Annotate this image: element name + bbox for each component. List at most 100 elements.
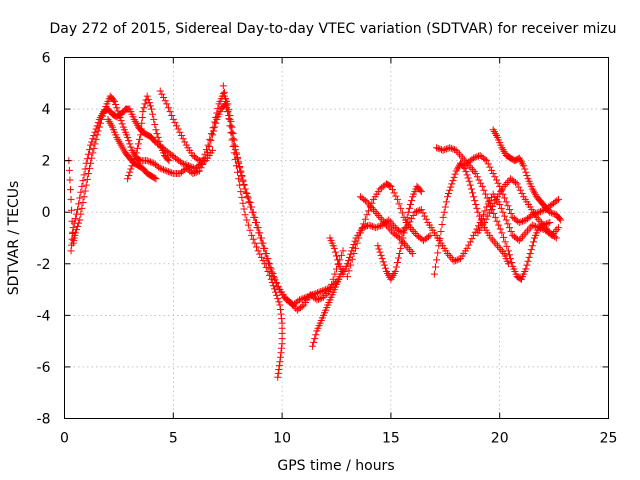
data-point [311, 335, 319, 343]
data-point [365, 221, 373, 229]
data-point [238, 193, 246, 201]
data-point [546, 208, 554, 216]
data-point [478, 182, 486, 190]
data-point [523, 227, 531, 235]
data-point [447, 183, 455, 191]
data-point [436, 235, 444, 243]
data-point [231, 155, 239, 163]
data-point [417, 206, 425, 214]
data-point [433, 256, 441, 264]
data-point [554, 224, 562, 232]
data-point [160, 93, 168, 101]
data-point [438, 220, 446, 228]
data-point [373, 223, 381, 231]
x-tick-label: 15 [382, 431, 400, 447]
series-track-l [433, 144, 554, 283]
data-point [393, 258, 401, 266]
data-point [491, 173, 499, 181]
data-point [504, 202, 512, 210]
data-point [404, 244, 412, 252]
data-point [177, 132, 185, 140]
data-point [259, 257, 267, 265]
data-point [422, 215, 430, 223]
data-point [502, 180, 510, 188]
data-point [481, 155, 489, 163]
data-point [448, 180, 456, 188]
data-point [374, 211, 382, 219]
data-point [436, 145, 444, 153]
data-point [514, 235, 522, 243]
data-point [274, 295, 282, 303]
data-point [395, 254, 403, 262]
series-track-j [374, 182, 425, 283]
data-point [84, 150, 92, 158]
data-point [474, 208, 482, 216]
data-point [240, 180, 248, 188]
data-point [549, 210, 557, 218]
data-point [276, 301, 284, 309]
data-point [463, 171, 471, 179]
data-point [411, 229, 419, 237]
data-point [527, 223, 535, 231]
data-point [278, 315, 286, 323]
data-point [434, 249, 442, 257]
data-point [483, 203, 491, 211]
data-point [224, 108, 232, 116]
data-point [164, 168, 172, 176]
data-point [392, 192, 400, 200]
data-point [495, 244, 503, 252]
data-point [313, 296, 321, 304]
data-point [66, 186, 74, 194]
data-point [472, 170, 480, 178]
data-point [124, 133, 132, 141]
data-point [409, 249, 417, 257]
data-point [441, 146, 449, 154]
data-point [339, 247, 347, 255]
x-axis-ticks: 0 5 10 15 20 25 [60, 57, 617, 447]
data-point [502, 216, 510, 224]
data-point [492, 240, 500, 248]
data-point [367, 222, 375, 230]
data-point [317, 288, 325, 296]
data-point [432, 263, 440, 271]
data-point [156, 164, 164, 172]
data-point [390, 189, 398, 197]
data-point [469, 189, 476, 197]
series-track-o [489, 126, 565, 224]
data-point [156, 87, 164, 95]
data-point [90, 144, 98, 152]
data-point [189, 164, 197, 172]
data-point [244, 194, 252, 202]
data-point [475, 176, 483, 184]
data-point [494, 179, 502, 187]
data-point [173, 122, 181, 130]
data-point [257, 253, 265, 261]
data-point [278, 340, 286, 348]
data-point [515, 219, 523, 227]
data-point [527, 246, 535, 254]
data-point [411, 208, 419, 216]
data-point [265, 259, 272, 267]
data-point [196, 161, 204, 169]
data-point [489, 170, 497, 178]
data-point [163, 100, 171, 108]
data-point [453, 256, 461, 264]
data-point [473, 173, 481, 181]
data-point [166, 108, 174, 116]
data-point [481, 207, 489, 215]
data-point [449, 177, 457, 185]
data-point [521, 165, 529, 173]
data-point [516, 186, 524, 194]
data-point [365, 207, 373, 215]
data-point [345, 267, 353, 275]
data-point [92, 125, 100, 133]
data-point [256, 229, 264, 237]
data-point [450, 257, 458, 265]
data-point [485, 209, 493, 217]
data-point [374, 242, 382, 250]
data-point [501, 212, 509, 220]
data-point [397, 204, 405, 212]
data-point [208, 146, 216, 154]
data-point [149, 110, 157, 118]
data-point [168, 169, 176, 177]
